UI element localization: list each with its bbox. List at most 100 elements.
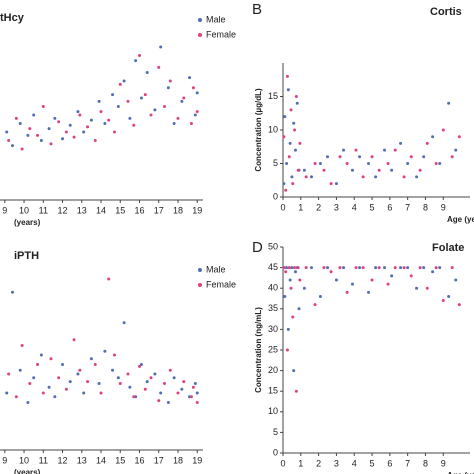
point <box>122 79 126 83</box>
y-tick-label: 50 <box>268 241 278 251</box>
y-tick-label: 0 <box>273 191 278 201</box>
x-tick-label: 12 <box>58 455 68 465</box>
x-tick-label: 10 <box>19 455 29 465</box>
x-tick-label: 9 <box>441 202 446 212</box>
point <box>293 270 297 274</box>
point <box>296 168 300 172</box>
x-tick-label: 9 <box>441 458 446 468</box>
point <box>76 110 80 114</box>
point <box>132 395 136 399</box>
point <box>26 401 30 404</box>
chart-title: tHcy <box>0 12 25 24</box>
point <box>89 118 93 122</box>
panel-label: D <box>252 239 263 256</box>
point <box>298 278 302 282</box>
panel-label: B <box>252 1 262 18</box>
point <box>293 266 297 270</box>
point <box>53 395 57 399</box>
point <box>294 95 298 98</box>
point <box>182 380 186 384</box>
point <box>176 391 180 395</box>
point <box>374 266 378 270</box>
point <box>399 141 403 145</box>
point <box>289 286 293 290</box>
chart-title: Folate <box>432 242 464 254</box>
y-tick-label: 0 <box>273 447 278 457</box>
point <box>285 348 289 352</box>
point <box>111 368 115 372</box>
x-tick-label: 3 <box>334 202 339 212</box>
chart-title: Cortis <box>430 6 462 18</box>
point <box>457 135 461 139</box>
point <box>318 294 322 298</box>
point <box>393 148 397 152</box>
point <box>415 175 419 179</box>
x-tick-label: 1 <box>298 458 303 468</box>
point <box>297 307 301 311</box>
point <box>298 141 302 145</box>
point <box>338 266 342 270</box>
x-tick-label: 6 <box>387 202 392 212</box>
point <box>402 175 406 179</box>
point <box>72 338 76 342</box>
point <box>68 123 72 127</box>
y-tick-label: 15 <box>268 91 278 101</box>
x-tick-label: 7 <box>405 202 410 212</box>
point <box>282 135 286 139</box>
point <box>318 162 322 165</box>
point <box>195 391 199 395</box>
x-tick-label: 13 <box>77 205 87 215</box>
point <box>39 139 43 142</box>
point <box>138 364 142 368</box>
point <box>304 266 308 270</box>
point <box>326 266 330 270</box>
x-tick-label: 18 <box>173 205 183 215</box>
point <box>138 54 142 57</box>
point <box>447 101 451 105</box>
x-tick-label: 11 <box>39 455 48 465</box>
point <box>99 391 103 395</box>
point <box>47 127 51 131</box>
point <box>107 277 111 281</box>
point <box>99 110 103 114</box>
point <box>189 122 193 125</box>
point <box>386 162 390 165</box>
x-tick-label: 15 <box>115 455 125 465</box>
x-axis-label: Age (ye <box>447 471 474 474</box>
x-tick-label: 2 <box>316 202 321 212</box>
point <box>302 286 306 290</box>
x-tick-label: 2 <box>316 458 321 468</box>
y-tick-label: 35 <box>268 303 278 313</box>
point <box>345 162 349 165</box>
y-axis-label: Concentration (ng/mL) <box>254 307 263 393</box>
x-tick-label: 18 <box>173 455 183 465</box>
point <box>145 380 149 384</box>
point <box>345 290 349 294</box>
point <box>393 266 397 270</box>
point <box>450 155 454 159</box>
point <box>304 175 308 179</box>
point <box>145 71 149 74</box>
point <box>415 286 419 290</box>
point <box>41 391 45 395</box>
x-axis-label: (years) <box>14 468 41 474</box>
point <box>82 130 86 134</box>
point <box>78 368 82 372</box>
point <box>422 266 426 270</box>
point <box>36 363 40 366</box>
point <box>322 168 326 172</box>
legend-label: Female <box>206 29 236 39</box>
point <box>191 86 195 90</box>
point <box>134 59 138 63</box>
point <box>286 88 290 92</box>
point <box>116 105 120 108</box>
point <box>159 45 163 49</box>
y-tick-label: 45 <box>268 262 278 272</box>
point <box>342 266 346 270</box>
point <box>195 91 199 95</box>
point <box>441 299 445 303</box>
point <box>334 182 338 186</box>
point <box>409 274 413 278</box>
point <box>342 148 346 152</box>
point <box>168 79 172 83</box>
